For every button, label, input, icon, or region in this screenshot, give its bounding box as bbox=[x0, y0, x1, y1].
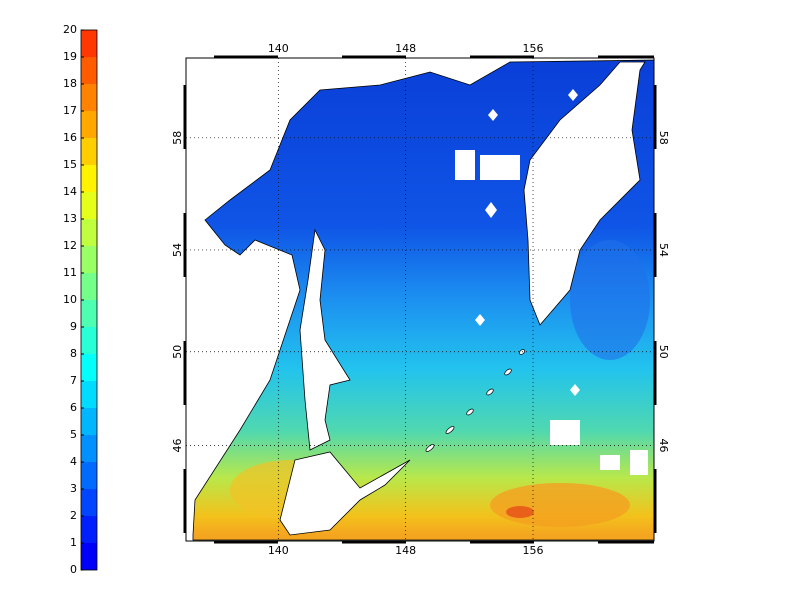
colorbar-tick-label: 13 bbox=[63, 212, 77, 225]
lon-label-top: 156 bbox=[523, 42, 544, 55]
colorbar-level bbox=[81, 192, 97, 219]
colorbar-level bbox=[81, 30, 97, 57]
lat-label-right: 46 bbox=[657, 438, 670, 452]
colorbar-level bbox=[81, 462, 97, 489]
map-labels: 140 140 148 148 156 156 46 46 50 50 54 54 58 58 bbox=[171, 42, 670, 557]
colorbar-tick-label: 16 bbox=[63, 131, 77, 144]
colorbar-level bbox=[81, 273, 97, 300]
colorbar-tick-label: 3 bbox=[70, 482, 77, 495]
colorbar-tick-label: 12 bbox=[63, 239, 77, 252]
colorbar-level bbox=[81, 84, 97, 111]
lat-label-right: 50 bbox=[657, 345, 670, 359]
hokkaido bbox=[279, 451, 411, 536]
lon-label-bottom: 148 bbox=[395, 544, 416, 557]
colorbar-tick-label: 14 bbox=[63, 185, 77, 198]
colorbar-tick-label: 15 bbox=[63, 158, 77, 171]
colorbar-level bbox=[81, 354, 97, 381]
colorbar-tick-label: 5 bbox=[70, 428, 77, 441]
colorbar-tick-label: 18 bbox=[63, 77, 77, 90]
colorbar-tick-label: 10 bbox=[63, 293, 77, 306]
sakhalin bbox=[299, 228, 351, 451]
colorbar-level bbox=[81, 516, 97, 543]
colorbar-level bbox=[81, 489, 97, 516]
colorbar-level bbox=[81, 435, 97, 462]
graticule bbox=[186, 58, 654, 541]
colorbar-tick-label: 20 bbox=[63, 23, 77, 36]
colorbar-tick-label: 1 bbox=[70, 536, 77, 549]
cool-patch bbox=[570, 240, 650, 360]
colorbar-level bbox=[81, 300, 97, 327]
kamchatka bbox=[523, 61, 646, 326]
colorbar-level bbox=[81, 246, 97, 273]
colorbar-level bbox=[81, 138, 97, 165]
colorbar-tick-label: 19 bbox=[63, 50, 77, 63]
map-field bbox=[192, 59, 654, 541]
lat-label-right: 58 bbox=[657, 131, 670, 145]
cloud-gaps bbox=[455, 89, 648, 475]
map-frame bbox=[185, 57, 655, 542]
colorbar-level bbox=[81, 111, 97, 138]
colorbar-level bbox=[81, 543, 97, 570]
colorbar-tick-label: 8 bbox=[70, 347, 77, 360]
colorbar-tick-label: 0 bbox=[70, 563, 77, 576]
lon-label-bottom: 156 bbox=[523, 544, 544, 557]
colorbar-tick-label: 7 bbox=[70, 374, 77, 387]
colorbar-level bbox=[81, 57, 97, 84]
lat-label-right: 54 bbox=[657, 243, 670, 257]
warm-patch bbox=[506, 506, 534, 518]
lat-label-left: 54 bbox=[171, 243, 184, 257]
lon-label-top: 148 bbox=[395, 42, 416, 55]
colorbar-level bbox=[81, 408, 97, 435]
lat-label-left: 46 bbox=[171, 438, 184, 452]
colorbar-tick-label: 9 bbox=[70, 320, 77, 333]
colorbar-tick-label: 17 bbox=[63, 104, 77, 117]
lon-label-top: 140 bbox=[268, 42, 289, 55]
colorbar-tick-label: 6 bbox=[70, 401, 77, 414]
lat-label-left: 50 bbox=[171, 345, 184, 359]
colorbar-level bbox=[81, 327, 97, 354]
colorbar-level bbox=[81, 381, 97, 408]
lon-label-bottom: 140 bbox=[268, 544, 289, 557]
colorbar-tick-label: 11 bbox=[63, 266, 77, 279]
colorbar-tick-label: 4 bbox=[70, 455, 77, 468]
lat-label-left: 58 bbox=[171, 131, 184, 145]
colorbar-tick-label: 2 bbox=[70, 509, 77, 522]
colorbar-level bbox=[81, 219, 97, 246]
colorbar-level bbox=[81, 165, 97, 192]
warm-patch bbox=[490, 483, 630, 527]
